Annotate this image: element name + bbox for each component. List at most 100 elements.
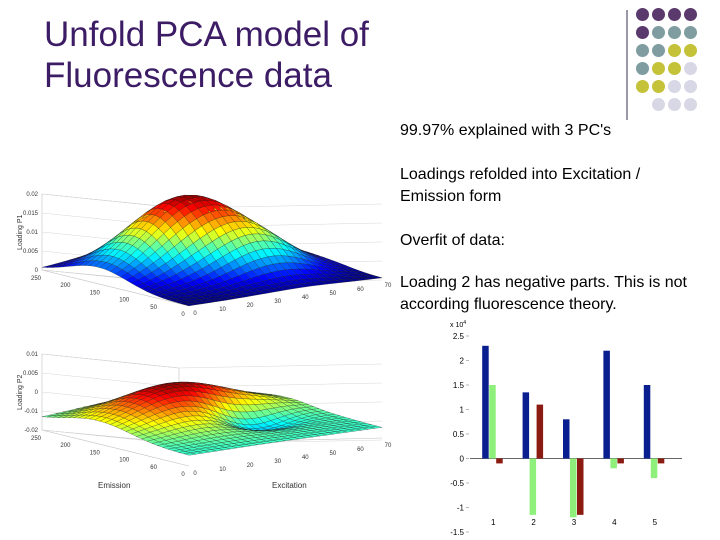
surface-tick-labels: 0.01 0.005 0 -0.01 -0.02 250 200 150 100 60 0 0 10 20… — [23, 352, 392, 478]
bar — [563, 419, 570, 459]
title-line-1: Unfold PCA model of — [44, 15, 369, 54]
x-tick-label: 200 — [60, 283, 71, 289]
bar — [496, 458, 503, 464]
x-tick-label: 3 — [572, 518, 577, 527]
y-tick-label: 2.5 — [453, 332, 465, 341]
bar — [650, 458, 658, 479]
bar — [536, 404, 544, 459]
decorative-divider — [626, 10, 628, 120]
title-line-2: Fluorescence data — [44, 56, 332, 95]
decorative-dot — [668, 26, 681, 39]
x-tick-label: 250 — [31, 276, 42, 282]
z-tick-label: 0 — [35, 268, 39, 274]
surface-plot-loading-p2: 0.01 0.005 0 -0.01 -0.02 250 200 150 100 60 0 0 10 20… — [17, 352, 392, 490]
bar — [617, 458, 624, 464]
y-tick-label: 60 — [357, 287, 364, 293]
y-tick-label: 0 — [193, 311, 197, 317]
decorative-dot — [636, 8, 649, 21]
y-tick-label: 30 — [274, 459, 281, 465]
z-tick-label: 0.015 — [23, 211, 39, 217]
x-tick-label: 5 — [653, 518, 658, 527]
surface-plot-loading-p1: 0.02 0.015 0.01 0.005 0 250 200 150 100 50 0 0 10 20 3… — [17, 192, 392, 318]
decorative-dot — [668, 62, 681, 75]
bar — [482, 345, 489, 459]
decorative-dot — [652, 98, 665, 111]
y-tick-label: -0.5 — [450, 479, 464, 488]
surface-z-label: Loading P2 — [17, 374, 24, 410]
x-tick-label: 0 — [181, 312, 185, 318]
decorative-dot — [668, 44, 681, 57]
decorative-dot — [684, 80, 697, 93]
surface-tick-labels: 0.02 0.015 0.01 0.005 0 250 200 150 100 50 0 0 10 20 3… — [23, 192, 392, 318]
decorative-dot — [636, 44, 649, 57]
surface-facet — [369, 425, 383, 429]
y-scale-label: x 104 — [450, 320, 466, 329]
bar — [489, 385, 496, 459]
decorative-dot — [652, 26, 665, 39]
bar — [603, 350, 610, 459]
y-tick-label: 10 — [219, 307, 226, 313]
decorative-dot — [668, 98, 681, 111]
decorative-dot — [636, 80, 649, 93]
decorative-dot — [684, 62, 697, 75]
y-tick-label: 0 — [460, 455, 465, 464]
bar-chart-bars — [482, 345, 665, 518]
y-tick-label: 0 — [193, 471, 197, 477]
bullet-1: 99.97% explained with 3 PC's — [400, 122, 612, 139]
x-tick-label: 150 — [90, 290, 101, 296]
back-gridline — [178, 363, 383, 369]
decorative-dot — [652, 80, 665, 93]
bar — [570, 458, 577, 518]
y-tick-label: 40 — [302, 455, 309, 461]
surface-y-label: Excitation — [272, 481, 307, 490]
x-tick-label: 0 — [181, 472, 185, 478]
y-tick-label: 30 — [274, 299, 281, 305]
y-tick-label: 1 — [460, 406, 465, 415]
bullet-2: Loadings refolded into Excitation / Emis… — [400, 166, 641, 205]
z-tick-label: 0.01 — [26, 352, 38, 358]
y-tick-label: -1.5 — [450, 528, 464, 536]
z-tick-label: 0.005 — [23, 371, 39, 377]
decorative-dot — [684, 8, 697, 21]
surface-mesh — [41, 195, 383, 307]
y-tick-label: 60 — [357, 447, 364, 453]
y-tick-label: 0.5 — [453, 430, 465, 439]
x-tick-label: 150 — [90, 450, 101, 456]
z-tick-label: 0.01 — [26, 230, 38, 236]
y-tick-label: 1.5 — [453, 381, 465, 390]
z-tick-label: 0 — [35, 390, 39, 396]
back-gridline — [41, 193, 180, 209]
x-tick-label: 4 — [612, 518, 617, 527]
bar — [657, 458, 665, 464]
back-gridline — [41, 353, 180, 369]
x-tick-label: 100 — [119, 458, 130, 464]
bar — [610, 458, 617, 469]
decorative-dot — [636, 62, 649, 75]
surface-mesh — [41, 381, 383, 456]
decorative-dot — [684, 26, 697, 39]
decorative-dot — [652, 8, 665, 21]
x-tick-label: 50 — [150, 305, 157, 311]
z-tick-label: -0.01 — [24, 409, 38, 415]
decorative-dot — [684, 44, 697, 57]
z-tick-label: 0.005 — [23, 249, 39, 255]
decorative-dot — [652, 44, 665, 57]
z-tick-label: 0.02 — [26, 192, 38, 198]
x-tick-label: 250 — [31, 436, 42, 442]
y-tick-label: 20 — [247, 463, 254, 469]
back-gridline — [41, 372, 180, 388]
surface-x-label: Emission — [98, 481, 130, 490]
y-tick-label: 20 — [247, 303, 254, 309]
y-tick-label: -1 — [457, 504, 465, 513]
x-tick-label: 200 — [60, 443, 71, 449]
decorative-dot — [636, 26, 649, 39]
decorative-dot — [684, 98, 697, 111]
bar — [577, 458, 584, 515]
x-tick-label: 60 — [150, 465, 157, 471]
slide-title: Unfold PCA model of Fluorescence data — [44, 14, 444, 96]
surface-z-label: Loading P1 — [17, 214, 24, 250]
x-tick-label: 1 — [491, 518, 496, 527]
bullet-3: Overfit of data: — [400, 232, 505, 249]
y-tick-label: 50 — [330, 451, 337, 457]
y-tick-label: 70 — [385, 283, 392, 289]
